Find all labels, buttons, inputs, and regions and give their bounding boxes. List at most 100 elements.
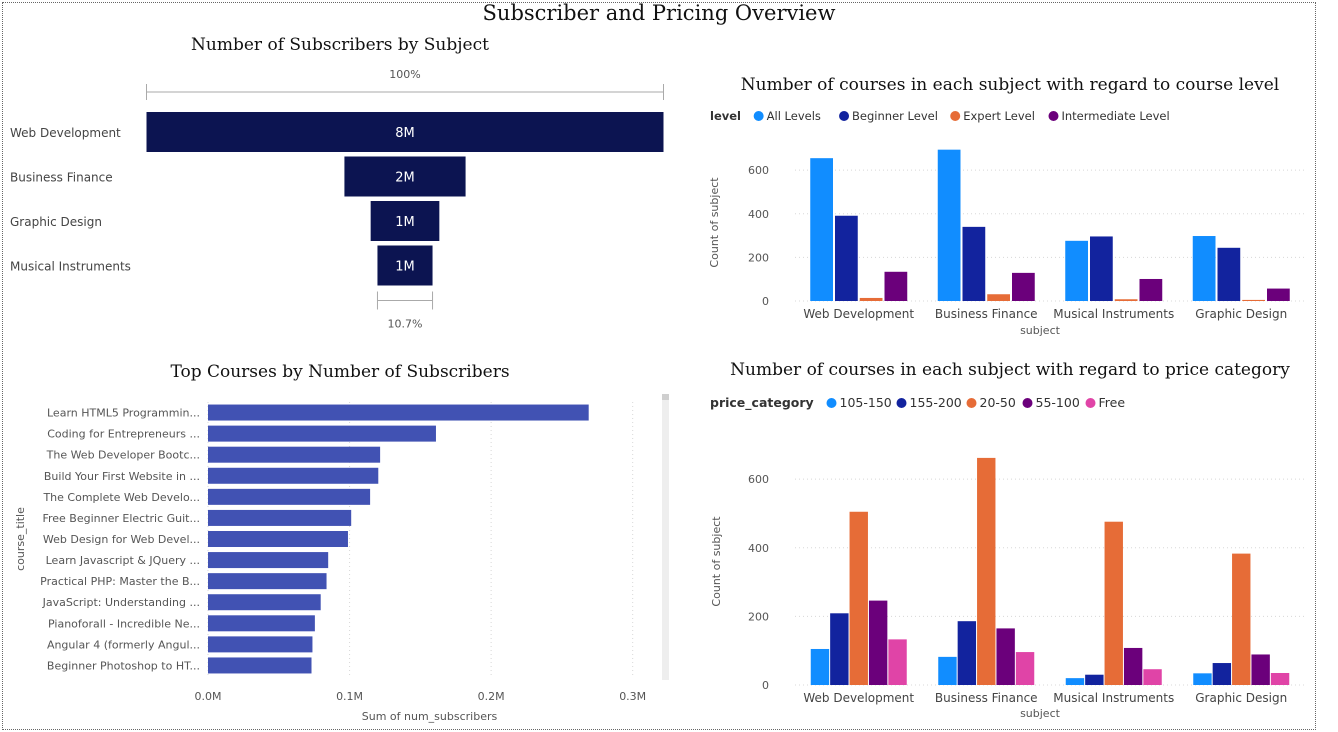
topcourses-bar[interactable] [208, 509, 352, 526]
topcourses-bar[interactable] [208, 552, 329, 569]
prices-bar[interactable] [1065, 678, 1085, 685]
topcourses-xtick-label: 0.2M [478, 690, 505, 703]
prices-bar[interactable] [1251, 654, 1270, 685]
prices-bar[interactable] [1104, 521, 1123, 685]
levels-bar[interactable] [1242, 299, 1265, 301]
levels-ytick-label: 600 [748, 164, 769, 177]
prices-legend-item[interactable]: 20-50 [980, 395, 1016, 410]
topcourses-xtick-label: 0.3M [619, 690, 646, 703]
levels-category-label: Web Development [803, 307, 914, 321]
prices-bar[interactable] [1193, 673, 1212, 685]
prices-bar[interactable] [1232, 553, 1251, 685]
topcourses-bar[interactable] [208, 467, 379, 484]
prices-ytick-label: 200 [748, 610, 769, 623]
levels-bar[interactable] [987, 294, 1010, 301]
topcourses-y-axis-title: course_title [14, 507, 27, 571]
prices-chart[interactable]: price_category 105-150 155-200 20-50 55-100 F… [700, 388, 1320, 728]
levels-legend-item[interactable]: Expert Level [963, 109, 1035, 123]
topcourses-bar[interactable] [208, 657, 312, 674]
funnel-bar[interactable] [344, 156, 466, 197]
levels-bar[interactable] [1012, 272, 1035, 301]
prices-category-label: Business Finance [935, 691, 1038, 705]
prices-bar[interactable] [888, 639, 907, 685]
prices-ytick-label: 400 [748, 542, 769, 555]
prices-bar[interactable] [977, 457, 996, 685]
prices-legend-marker [1085, 398, 1096, 408]
topcourses-bar[interactable] [208, 488, 371, 505]
levels-bar[interactable] [1139, 278, 1163, 301]
topcourses-category-label: Beginner Photoshop to HT... [47, 659, 200, 672]
funnel-top-bracket [146, 84, 664, 100]
prices-bar[interactable] [830, 613, 849, 685]
topcourses-scrollbar-track[interactable] [662, 394, 669, 680]
topcourses-chart-title: Top Courses by Number of Subscribers [170, 362, 510, 382]
prices-legend-marker [896, 398, 907, 408]
dashboard-frame [2, 2, 1316, 730]
topcourses-x-axis-title: Sum of num_subscribers [362, 710, 498, 723]
levels-bar[interactable] [1217, 247, 1241, 301]
funnel-category-label: Musical Instruments [10, 260, 131, 274]
topcourses-scrollbar-thumb[interactable] [662, 394, 669, 400]
levels-legend-item[interactable]: All Levels [767, 109, 821, 123]
levels-bar[interactable] [1267, 288, 1290, 301]
topcourses-bar[interactable] [208, 446, 381, 463]
prices-legend-marker [1022, 398, 1033, 408]
funnel-chart-title: Number of Subscribers by Subject [191, 35, 489, 55]
topcourses-bar[interactable] [208, 636, 313, 653]
topcourses-bar[interactable] [208, 404, 589, 421]
prices-legend-item[interactable]: 155-200 [910, 395, 962, 410]
funnel-category-label: Web Development [10, 126, 121, 140]
prices-bar[interactable] [1270, 672, 1290, 685]
prices-legend-item[interactable]: 55-100 [1036, 395, 1080, 410]
funnel-bar[interactable] [370, 201, 440, 241]
prices-bar[interactable] [1085, 674, 1104, 685]
funnel-chart[interactable]: 100% 8M Web Development 2M Business Finance 1… [0, 60, 680, 340]
levels-legend-title: level [710, 109, 741, 123]
topcourses-bar[interactable] [208, 425, 436, 442]
prices-bar[interactable] [938, 656, 957, 685]
prices-bar[interactable] [1212, 663, 1232, 685]
prices-bar[interactable] [868, 600, 888, 685]
levels-bar[interactable] [1192, 236, 1216, 301]
prices-legend-item[interactable]: 105-150 [840, 395, 892, 410]
levels-legend-marker [753, 111, 764, 121]
funnel-category-label: Business Finance [10, 171, 113, 185]
levels-ytick-label: 200 [748, 251, 769, 264]
levels-bar[interactable] [1114, 299, 1138, 301]
prices-bar[interactable] [996, 628, 1015, 685]
prices-bar[interactable] [1015, 652, 1035, 685]
prices-bar[interactable] [1123, 647, 1143, 685]
prices-bar[interactable] [1143, 669, 1162, 685]
topcourses-bar[interactable] [208, 594, 321, 611]
levels-bar[interactable] [937, 149, 961, 301]
prices-bar[interactable] [957, 621, 977, 685]
levels-bar[interactable] [859, 297, 883, 301]
funnel-bottom-label: 10.7% [388, 318, 423, 331]
levels-bar[interactable] [835, 215, 858, 301]
topcourses-bar[interactable] [208, 531, 348, 547]
topcourses-category-label: Build Your First Website in ... [44, 470, 200, 483]
topcourses-bar[interactable] [208, 615, 315, 632]
prices-ytick-label: 600 [748, 473, 769, 486]
funnel-category-label: Graphic Design [10, 215, 102, 229]
funnel-bar[interactable] [377, 245, 433, 286]
topcourses-chart[interactable]: 0.0M 0.1M 0.2M 0.3M Learn HTML5 Programmin..… [0, 390, 690, 728]
topcourses-bar[interactable] [208, 573, 327, 590]
levels-chart[interactable]: level All Levels Beginner Level Expert Leve… [700, 100, 1320, 340]
levels-bar[interactable] [810, 158, 833, 301]
topcourses-xtick-label: 0.1M [336, 690, 363, 703]
prices-category-label: Musical Instruments [1053, 691, 1174, 705]
levels-bar[interactable] [962, 226, 986, 301]
levels-bar[interactable] [1090, 236, 1113, 301]
prices-x-axis-title: subject [1020, 707, 1061, 720]
levels-chart-title: Number of courses in each subject with r… [740, 75, 1280, 95]
prices-bar[interactable] [849, 511, 868, 685]
prices-bar[interactable] [810, 648, 830, 685]
levels-legend-item[interactable]: Intermediate Level [1061, 109, 1169, 123]
levels-bar[interactable] [1065, 240, 1088, 301]
funnel-bar[interactable] [146, 112, 664, 152]
prices-legend-item[interactable]: Free [1099, 395, 1126, 410]
topcourses-category-label: The Web Developer Bootc... [46, 449, 200, 462]
levels-bar[interactable] [884, 271, 908, 301]
levels-legend-item[interactable]: Beginner Level [852, 109, 938, 123]
